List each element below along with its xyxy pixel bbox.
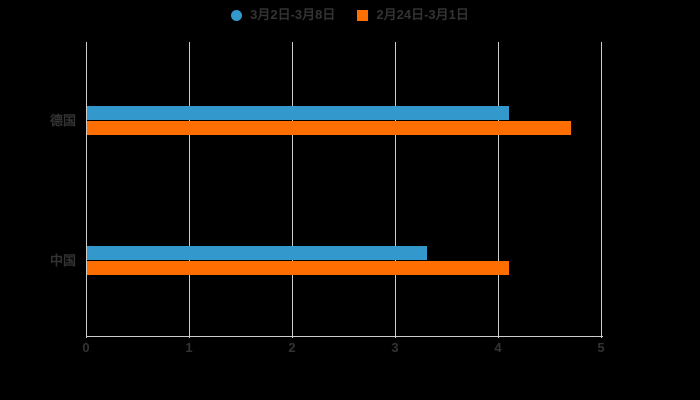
x-axis-tick-label: 2 — [288, 340, 296, 355]
gridline — [601, 42, 602, 330]
x-axis-tick-label: 5 — [597, 340, 605, 355]
gridline — [292, 42, 293, 330]
bar-series1 — [87, 106, 509, 120]
legend-label: 3月2日-3月8日 — [250, 7, 336, 22]
x-axis-tick — [86, 330, 87, 338]
gridline — [189, 42, 190, 330]
y-axis-category-label: 中国 — [49, 252, 76, 268]
legend-label: 2月24日-3月1日 — [376, 7, 469, 22]
x-axis-tick — [395, 330, 396, 338]
x-axis-tick — [189, 330, 190, 338]
legend-circle-marker-icon — [231, 9, 243, 21]
bar-series2 — [87, 261, 509, 275]
x-axis-line — [86, 336, 603, 337]
legend-item-series1[interactable]: 3月2日-3月8日 — [231, 7, 335, 23]
x-axis-tick-label: 4 — [494, 340, 502, 355]
x-axis-tick-label: 1 — [185, 340, 193, 355]
y-axis-category-label: 德国 — [49, 112, 76, 128]
gridline — [498, 42, 499, 330]
bar-series1 — [87, 246, 427, 260]
bar-series2 — [87, 121, 571, 135]
x-axis-tick-label: 0 — [82, 340, 90, 355]
gridline — [86, 42, 87, 330]
x-axis-tick — [601, 330, 602, 338]
x-axis-tick-label: 3 — [391, 340, 399, 355]
gridline — [395, 42, 396, 330]
legend-item-series2[interactable]: 2月24日-3月1日 — [357, 7, 469, 23]
x-axis-tick — [292, 330, 293, 338]
legend-square-marker-icon — [357, 9, 369, 21]
chart-legend: 3月2日-3月8日 2月24日-3月1日 — [0, 6, 700, 24]
x-axis-tick — [498, 330, 499, 338]
